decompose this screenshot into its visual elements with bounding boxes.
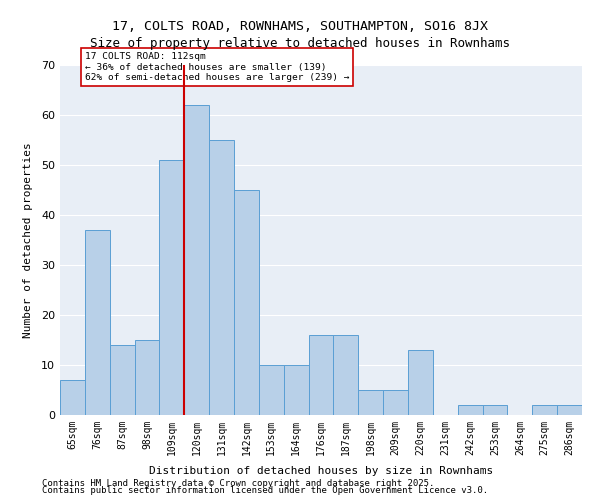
Bar (532, 405, 557, 415)
Bar (160, 160, 184, 415)
X-axis label: Distribution of detached houses by size in Rownhams: Distribution of detached houses by size … (149, 466, 493, 476)
Text: 17 COLTS ROAD: 112sqm
← 36% of detached houses are smaller (139)
62% of semi-det: 17 COLTS ROAD: 112sqm ← 36% of detached … (85, 52, 349, 82)
Bar (259, 365, 284, 415)
Bar (358, 390, 383, 415)
Bar (184, 105, 209, 415)
Bar (110, 345, 134, 415)
Text: Contains HM Land Registry data © Crown copyright and database right 2025.: Contains HM Land Registry data © Crown c… (42, 478, 434, 488)
Bar (234, 190, 259, 415)
Bar (60, 380, 85, 415)
Bar (134, 340, 160, 415)
Bar (557, 405, 582, 415)
Text: Size of property relative to detached houses in Rownhams: Size of property relative to detached ho… (90, 38, 510, 51)
Bar (458, 405, 482, 415)
Bar (383, 390, 408, 415)
Bar (482, 405, 508, 415)
Text: 17, COLTS ROAD, ROWNHAMS, SOUTHAMPTON, SO16 8JX: 17, COLTS ROAD, ROWNHAMS, SOUTHAMPTON, S… (112, 20, 488, 33)
Bar (334, 335, 358, 415)
Bar (308, 335, 334, 415)
Bar (85, 230, 110, 415)
Bar (284, 365, 308, 415)
Text: Contains public sector information licensed under the Open Government Licence v3: Contains public sector information licen… (42, 486, 488, 495)
Y-axis label: Number of detached properties: Number of detached properties (23, 142, 32, 338)
Bar (209, 140, 234, 415)
Bar (408, 350, 433, 415)
